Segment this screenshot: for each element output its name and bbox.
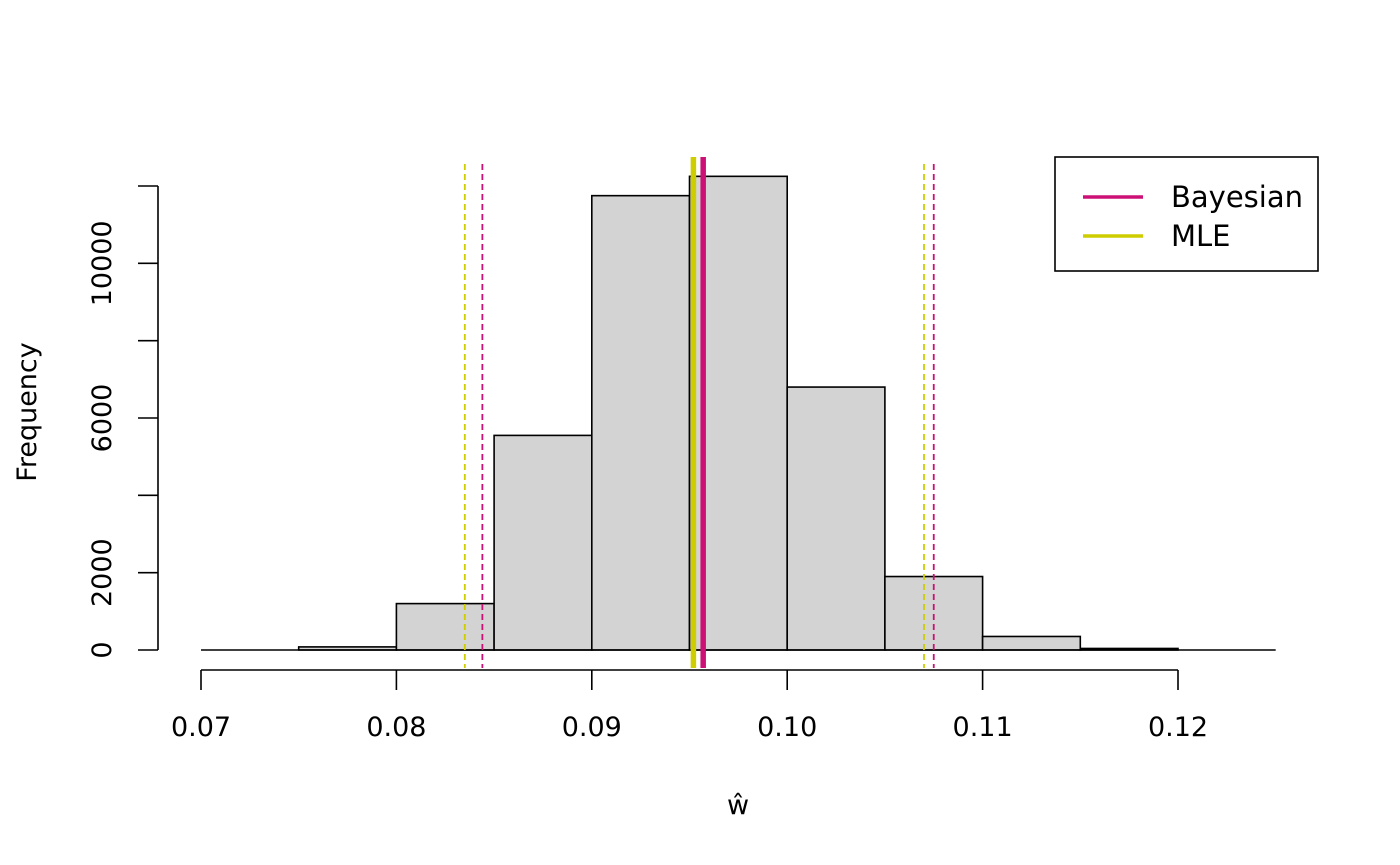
x-axis-title: ŵ — [727, 790, 749, 821]
legend-label-bayesian: Bayesian — [1171, 180, 1303, 214]
histogram-bars — [297, 175, 1179, 651]
estimate-lines — [463, 157, 935, 668]
histogram-bar — [493, 434, 593, 651]
x-tick-label: 0.09 — [562, 712, 622, 743]
x-tick-label: 0.10 — [757, 712, 817, 743]
x-tick-label: 0.12 — [1148, 712, 1208, 743]
legend-box — [1054, 156, 1319, 272]
histogram-bar — [981, 635, 1082, 651]
y-tick-label: 6000 — [87, 384, 118, 453]
y-tick-label: 2000 — [87, 538, 118, 607]
histogram-bar — [395, 602, 495, 651]
y-axis-title: Frequency — [12, 342, 43, 482]
y-tick-label: 10000 — [87, 220, 118, 306]
histogram-bar — [786, 386, 886, 651]
histogram-bar — [590, 194, 691, 651]
y-tick-label: 0 — [87, 641, 118, 658]
x-axis: 0.07 0.08 0.09 0.10 0.11 0.12 — [171, 669, 1208, 743]
x-tick-label: 0.11 — [953, 712, 1013, 743]
x-tick-label: 0.08 — [366, 712, 426, 743]
x-tick-label: 0.07 — [171, 712, 231, 743]
legend-label-mle: MLE — [1171, 219, 1231, 253]
y-axis: 0 2000 6000 10000 — [87, 185, 159, 659]
legend: Bayesian MLE — [1054, 156, 1319, 272]
